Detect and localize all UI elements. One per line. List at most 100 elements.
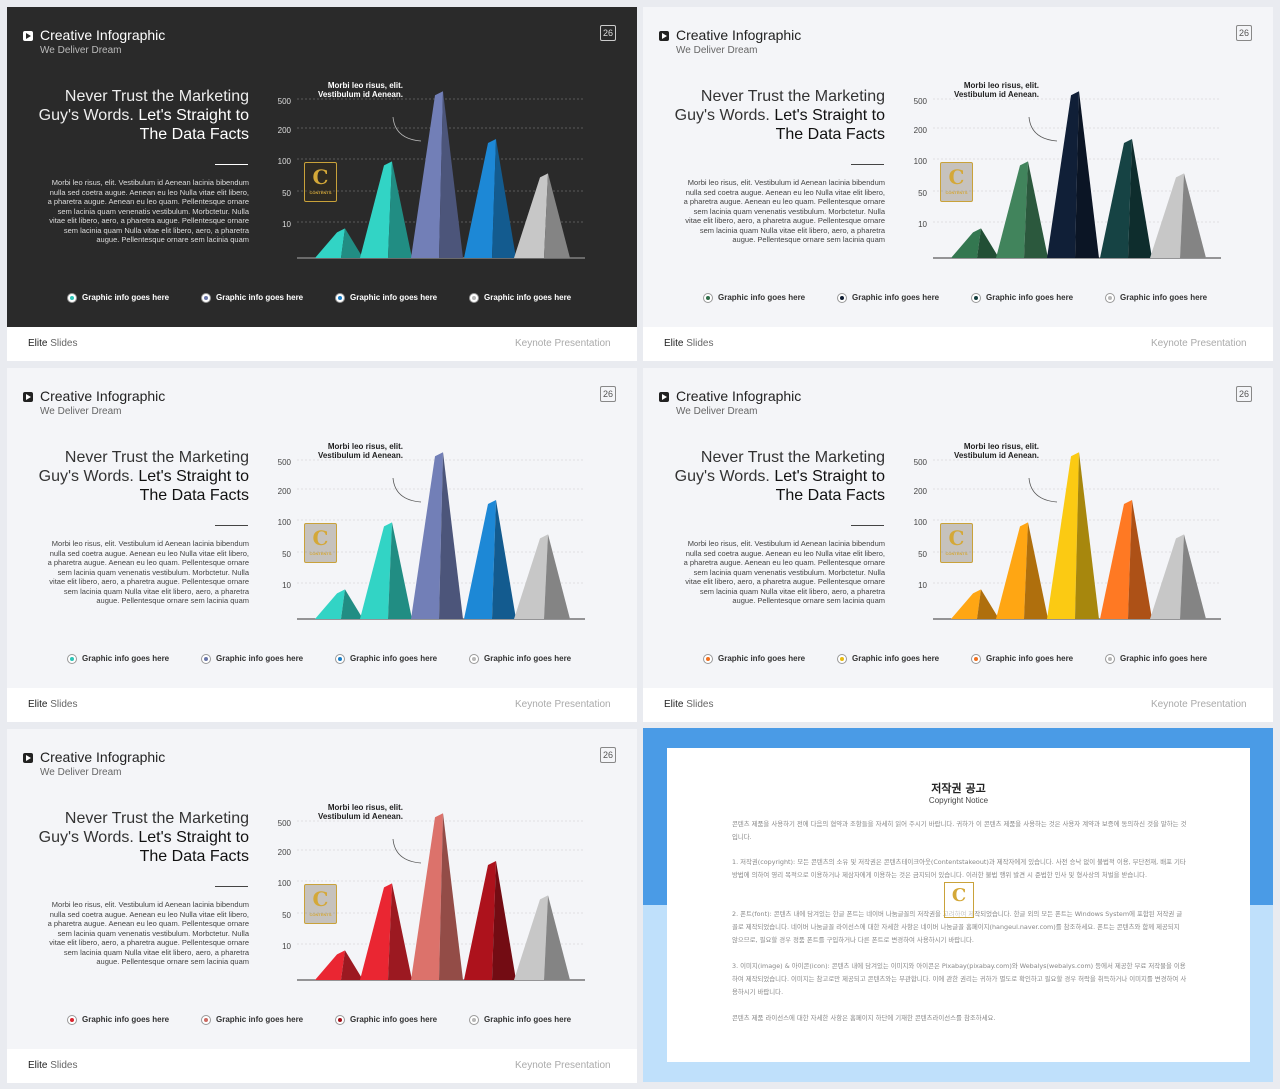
y-tick-label: 200	[278, 487, 292, 496]
brand-secondary: Slides	[686, 338, 714, 349]
brand-name: Elite Slides	[664, 338, 713, 349]
bar-3-face	[411, 91, 443, 258]
slide-5: Creative Infographic We Deliver Dream 26 Ne…	[7, 729, 637, 1083]
slide-title: Creative Infographic	[676, 388, 802, 404]
y-tick-label: 50	[918, 189, 927, 198]
contents-logo-letter: C	[312, 165, 329, 189]
slide-subtitle: We Deliver Dream	[40, 767, 122, 778]
legend-dot-icon	[67, 654, 77, 664]
legend-label: Graphic info goes here	[350, 1015, 438, 1024]
contents-logo-letter: C	[948, 165, 965, 189]
bar-1-face	[315, 589, 345, 619]
bar-1-side	[977, 589, 999, 619]
body-paragraph: Morbi leo risus, elit. Vestibulum id Aen…	[683, 539, 885, 605]
legend-dot-icon	[971, 654, 981, 664]
bar-5-side	[1180, 173, 1206, 258]
bar-chart: 500 200 100 50 10	[278, 91, 585, 259]
headline: Never Trust the Marketing Guy's Words. L…	[663, 87, 885, 144]
y-tick-label: 100	[278, 157, 292, 166]
brand-name: Elite Slides	[28, 338, 77, 349]
y-tick-label: 500	[914, 97, 928, 106]
legend-dot-icon	[469, 654, 479, 664]
contents-logo-letter: C	[951, 885, 967, 906]
slide-1: Creative Infographic We Deliver Dream 26 Ne…	[7, 7, 637, 361]
headline: Never Trust the Marketing Guy's Words. L…	[27, 448, 249, 505]
bar-2-side	[388, 883, 412, 980]
legend-dot-icon	[837, 293, 847, 303]
bar-4-side	[1128, 499, 1152, 619]
legend-dot-icon	[335, 1015, 345, 1025]
brand-primary: Elite	[664, 338, 684, 349]
legend-label: Graphic info goes here	[986, 654, 1074, 663]
page-number: 26	[600, 25, 616, 41]
legend-dot-icon	[971, 293, 981, 303]
bar-3-face	[1047, 91, 1079, 258]
bar-2-face	[996, 522, 1028, 619]
body-paragraph: Morbi leo risus, elit. Vestibulum id Aen…	[47, 900, 249, 966]
y-tick-label: 50	[282, 550, 291, 559]
footer-caption: Keynote Presentation	[515, 1060, 611, 1071]
chart-callout: Morbi leo risus, elit. Vestibulum id Aen…	[953, 81, 1039, 99]
bar-4-face	[464, 499, 496, 619]
legend-dot-icon	[201, 1015, 211, 1025]
bar-chart: 500 200 100 50 10	[914, 91, 1221, 259]
brand-secondary: Slides	[50, 699, 78, 710]
y-tick-label: 500	[914, 458, 928, 467]
body-paragraph: Morbi leo risus, elit. Vestibulum id Aen…	[47, 539, 249, 605]
legend-dot-icon	[703, 654, 713, 664]
slide-title: Creative Infographic	[40, 27, 166, 43]
slide-footer: Elite Slides Keynote Presentation	[7, 1049, 637, 1083]
y-tick-label: 10	[918, 220, 927, 229]
y-tick-label: 100	[278, 518, 292, 527]
copyright-panel: 저작권 공고 Copyright Notice 콘텐츠 제품을 사용하기 전에 …	[643, 728, 1273, 1082]
play-icon	[23, 753, 33, 763]
copyright-outro: 콘텐츠 제품 라이선스에 대한 자세한 사항은 홈페이지 하단에 기재한 콘텐츠…	[732, 1014, 996, 1022]
contents-logo-letter: C	[312, 887, 329, 911]
contents-logo: C CONTENTS	[940, 523, 973, 563]
headline-lead: Never Trust the Marketing Guy's Words.	[674, 88, 885, 124]
contents-logo-text: CONTENTS	[945, 551, 968, 556]
bar-4-side	[492, 138, 516, 258]
brand-primary: Elite	[28, 699, 48, 710]
divider-rule	[215, 525, 248, 526]
bar-4-face	[1100, 138, 1132, 258]
slide-3: Creative Infographic We Deliver Dream 26 Ne…	[7, 368, 637, 722]
body-paragraph: Morbi leo risus, elit. Vestibulum id Aen…	[683, 178, 885, 244]
headline-emphasis: Let's Straight to The Data Facts	[774, 107, 885, 143]
y-tick-label: 50	[282, 911, 291, 920]
slide-subtitle: We Deliver Dream	[676, 45, 758, 56]
bar-5-side	[544, 173, 570, 258]
legend-label: Graphic info goes here	[350, 293, 438, 302]
y-tick-label: 200	[278, 126, 292, 135]
slide-footer: Elite Slides Keynote Presentation	[7, 327, 637, 361]
legend-label: Graphic info goes here	[718, 654, 806, 663]
contents-logo: C	[944, 882, 974, 918]
bar-4-face	[464, 860, 496, 980]
copyright-title: 저작권 공고	[931, 782, 986, 795]
bar-1-face	[951, 228, 981, 258]
slide-title: Creative Infographic	[676, 27, 802, 43]
bar-3-side	[1075, 91, 1099, 258]
bar-1-face	[951, 589, 981, 619]
headline-emphasis: Let's Straight to The Data Facts	[138, 107, 249, 143]
legend-label: Graphic info goes here	[82, 293, 170, 302]
page-number: 26	[600, 747, 616, 763]
bar-4-side	[1128, 138, 1152, 258]
legend-label: Graphic info goes here	[350, 654, 438, 663]
headline-emphasis: Let's Straight to The Data Facts	[138, 468, 249, 504]
legend-label: Graphic info goes here	[216, 293, 304, 302]
bar-1-face	[315, 228, 345, 258]
chart-callout: Morbi leo risus, elit. Vestibulum id Aen…	[317, 81, 403, 99]
footer-caption: Keynote Presentation	[1151, 699, 1247, 710]
callout-leader	[1028, 477, 1058, 503]
slide-2: Creative Infographic We Deliver Dream 26 Ne…	[643, 7, 1273, 361]
bar-5-side	[1180, 534, 1206, 619]
bar-5-side	[544, 534, 570, 619]
callout-leader	[392, 477, 422, 503]
copyright-paragraph-1: 1. 저작권(copyright): 모든 콘텐츠의 소유 및 저작권은 콘텐츠…	[732, 858, 1186, 879]
play-icon	[23, 31, 33, 41]
bar-2-face	[360, 883, 392, 980]
play-icon	[23, 392, 33, 402]
legend-dot-icon	[335, 293, 345, 303]
y-tick-label: 100	[278, 879, 292, 888]
